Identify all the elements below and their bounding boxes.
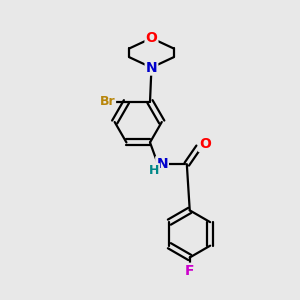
- Text: H: H: [148, 164, 159, 177]
- Text: O: O: [146, 31, 158, 45]
- Text: O: O: [199, 137, 211, 151]
- Text: Br: Br: [100, 95, 115, 108]
- Text: N: N: [146, 61, 157, 75]
- Text: F: F: [185, 264, 194, 278]
- Text: N: N: [156, 157, 168, 171]
